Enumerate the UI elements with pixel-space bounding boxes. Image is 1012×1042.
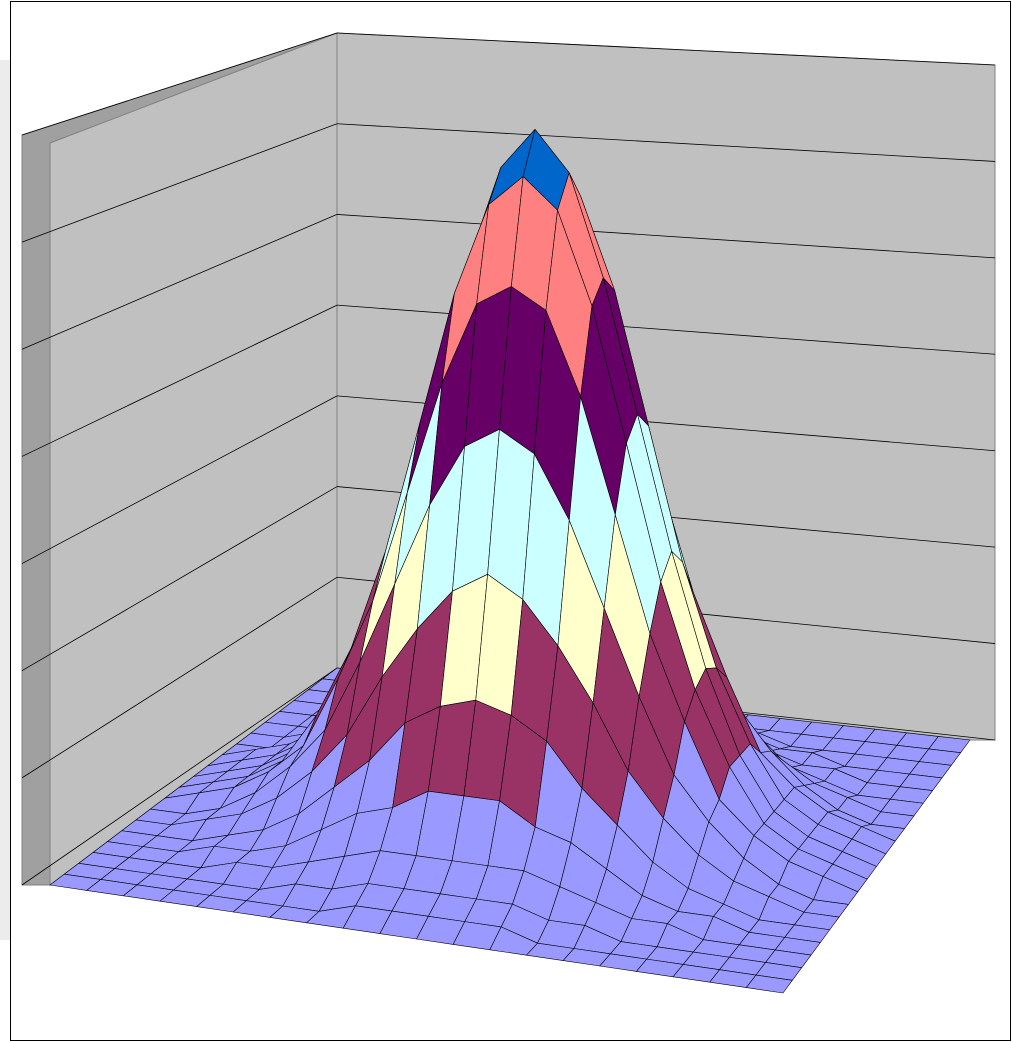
grid-line xyxy=(21,304,338,457)
grid-line xyxy=(21,32,338,136)
grid-line xyxy=(21,214,338,350)
grid-line xyxy=(336,32,996,66)
grid-line xyxy=(336,214,996,259)
grid-line xyxy=(336,123,996,162)
grid-line xyxy=(21,395,338,564)
grid-line xyxy=(336,304,996,355)
side-strip xyxy=(0,60,10,940)
grid-line xyxy=(21,486,338,672)
surface-cell xyxy=(746,974,793,994)
grid-line xyxy=(21,123,338,243)
grid-line xyxy=(21,576,338,779)
surface xyxy=(49,129,971,994)
grid-line xyxy=(21,667,338,886)
